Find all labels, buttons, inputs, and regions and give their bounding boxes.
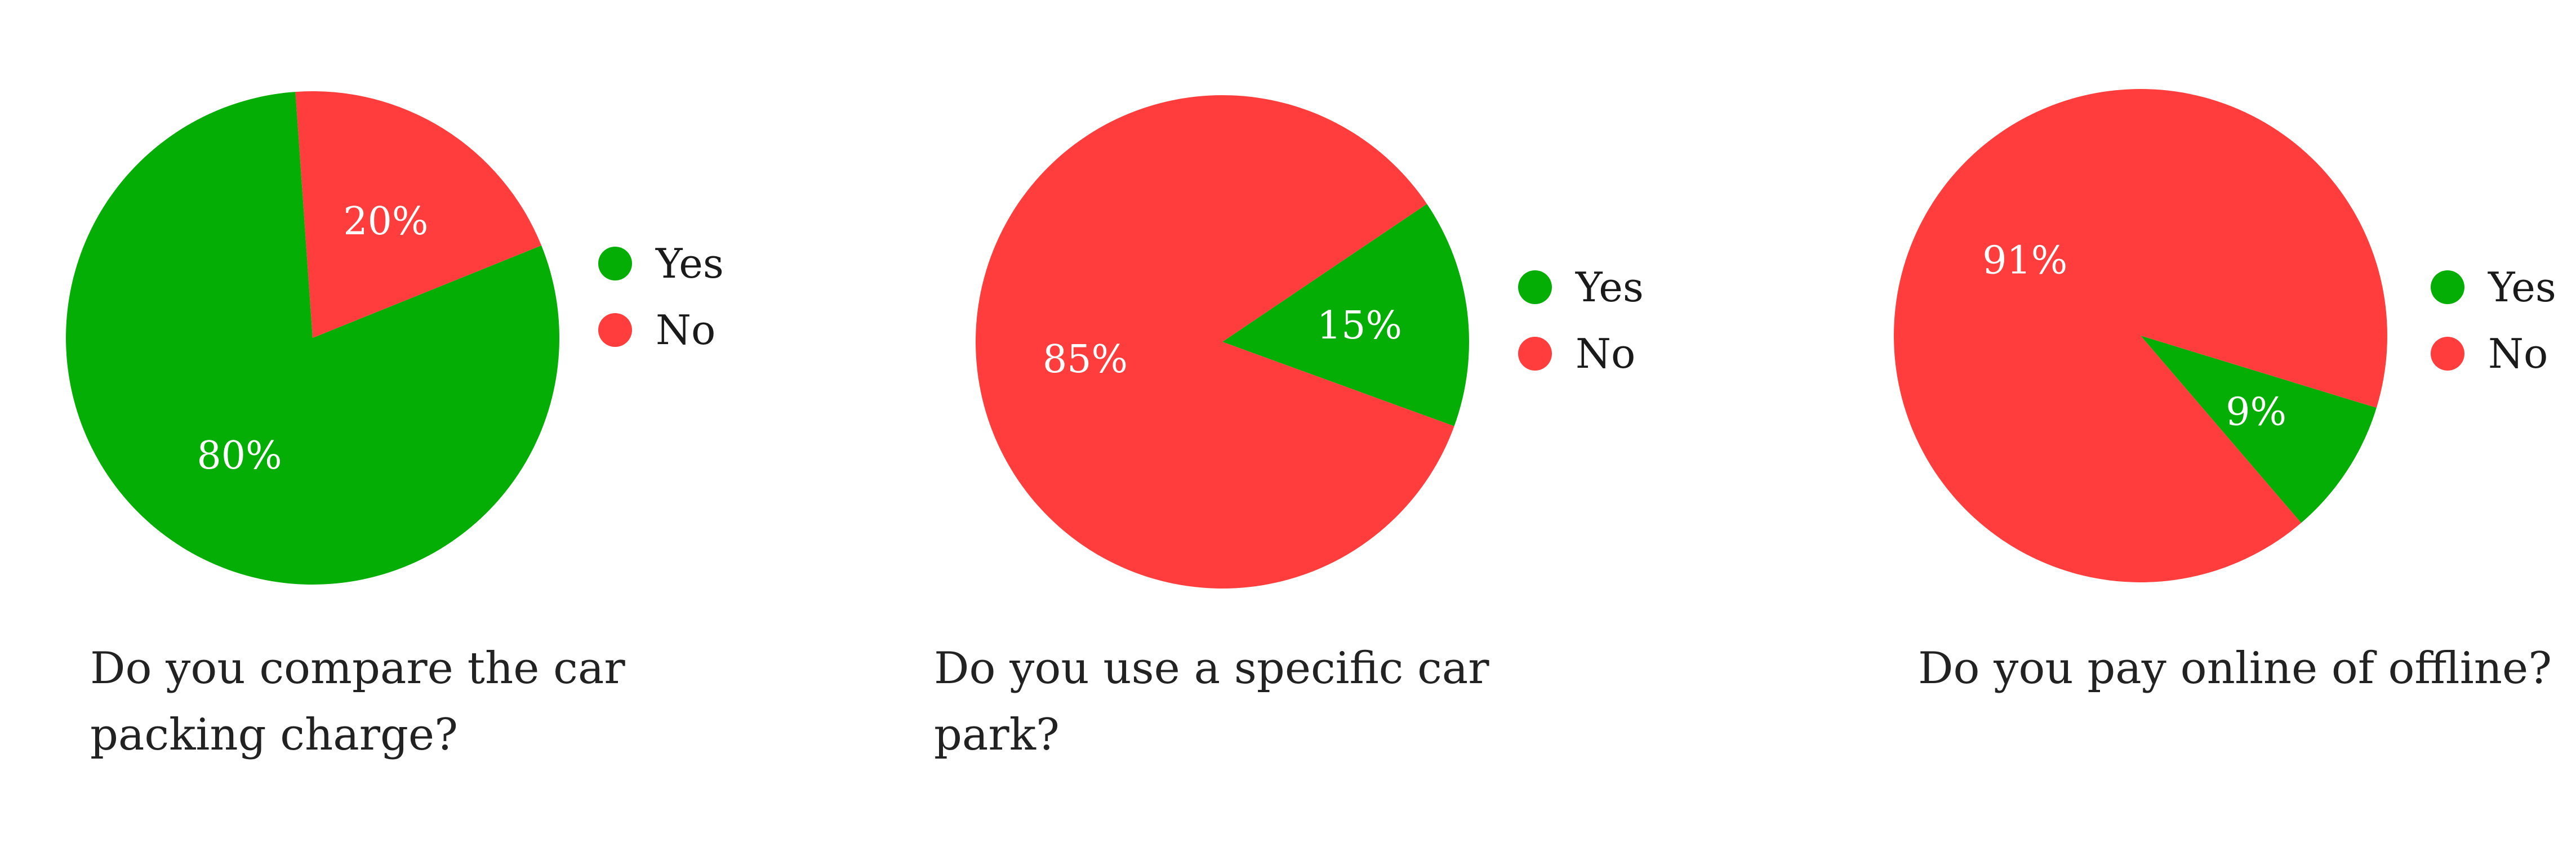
- legend-marker-yes: [598, 247, 632, 280]
- pie-slice-no: [1893, 88, 2387, 582]
- pie-slice-yes: [2141, 336, 2377, 523]
- legend-marker-no: [2431, 337, 2464, 371]
- legend-marker-yes: [2431, 270, 2464, 304]
- pie-chart-specific-car-park: 15% 85%: [976, 95, 1469, 589]
- pie-chart-compare-charge: 80% 20%: [65, 91, 560, 585]
- legend-marker-no: [1518, 337, 1552, 371]
- legend-label-no: No: [2488, 330, 2548, 377]
- slice-label-yes: 9%: [2226, 390, 2286, 434]
- pie-slice-yes: [65, 92, 560, 585]
- slice-label-no: 20%: [343, 199, 428, 244]
- slice-label-no: 85%: [1043, 337, 1128, 382]
- pie-slice-no: [295, 91, 542, 338]
- pie-slice-no: [976, 95, 1454, 589]
- legend-pay-online-offline: Yes No: [2431, 264, 2556, 377]
- pie-chart-pay-online-offline: 9% 91%: [1893, 88, 2387, 582]
- legend-label-yes: Yes: [1575, 264, 1644, 311]
- pie-slice-yes: [1222, 204, 1469, 426]
- legend-compare-charge: Yes No: [598, 240, 724, 354]
- legend-specific-car-park: Yes No: [1518, 264, 1644, 377]
- legend-marker-no: [598, 313, 632, 347]
- legend-marker-yes: [1518, 270, 1552, 304]
- legend-label-yes: Yes: [655, 240, 724, 287]
- question-specific-car-park: Do you use a specific car park?: [934, 643, 1489, 760]
- legend-label-no: No: [656, 306, 715, 354]
- slice-label-yes: 80%: [197, 434, 282, 478]
- legend-label-yes: Yes: [2488, 264, 2556, 311]
- slice-label-no: 91%: [1982, 239, 2067, 283]
- legend-label-no: No: [1576, 330, 1635, 377]
- slice-label-yes: 15%: [1317, 304, 1402, 348]
- question-pay-online-offline: Do you pay online of offline?: [1918, 643, 2552, 694]
- question-compare-charge: Do you compare the car packing charge?: [90, 643, 625, 760]
